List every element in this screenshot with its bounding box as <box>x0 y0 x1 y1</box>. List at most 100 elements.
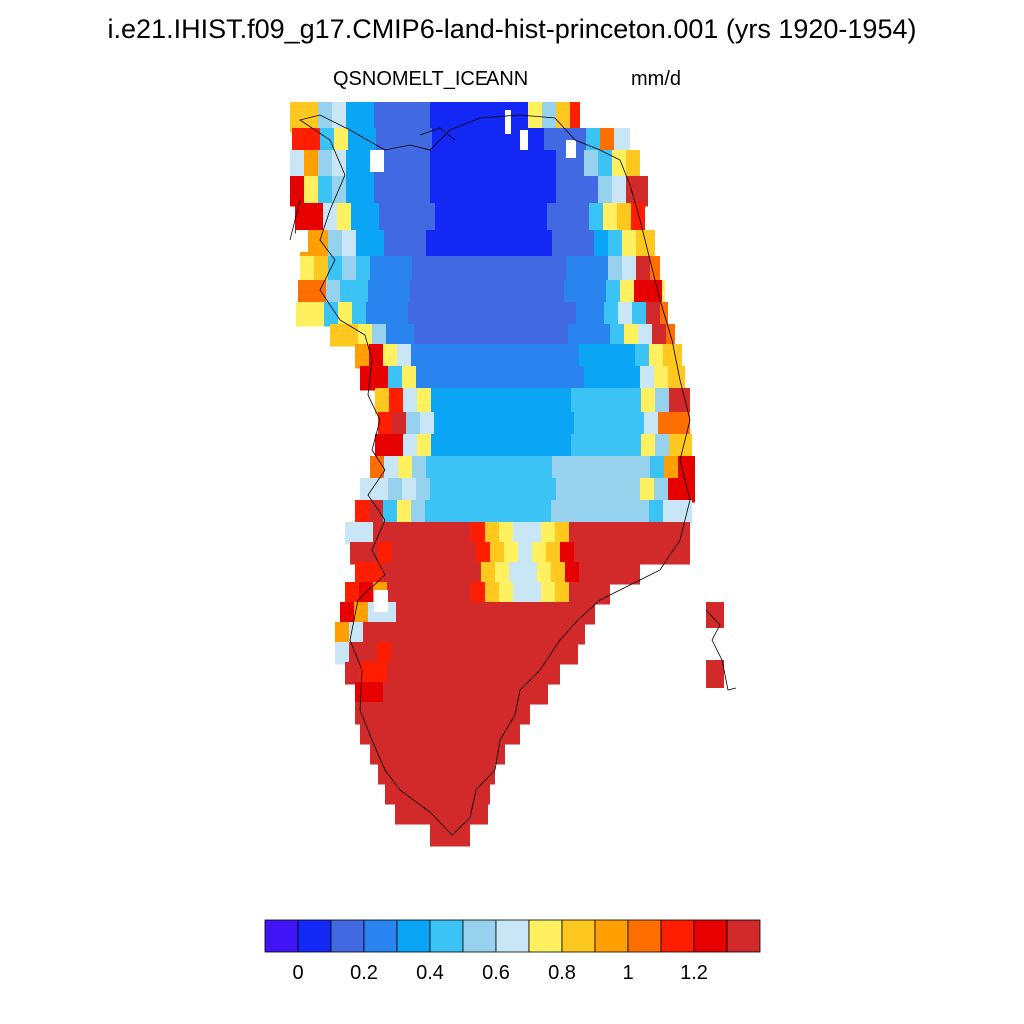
grid-cell <box>560 542 575 565</box>
grid-cell <box>545 642 560 665</box>
grid-cell <box>459 434 474 459</box>
grid-cell <box>555 662 560 685</box>
grid-cell <box>608 256 623 283</box>
grid-cell <box>486 150 501 181</box>
grid-cell <box>528 366 543 391</box>
grid-cell <box>488 128 503 155</box>
grid-cell <box>386 324 401 347</box>
colorbar-tick-label: 1 <box>622 962 634 984</box>
grid-cell <box>514 722 520 745</box>
grid-cell <box>514 478 529 503</box>
grid-cell <box>365 203 380 234</box>
grid-cell <box>523 682 538 705</box>
grid-cell <box>627 434 642 459</box>
grid-cell <box>346 176 361 207</box>
grid-cell <box>653 522 668 545</box>
grid-cell <box>612 150 627 181</box>
grid-cell <box>635 344 650 369</box>
grid-cell <box>448 412 463 437</box>
grid-cell <box>672 542 687 565</box>
grid-cell <box>590 302 605 327</box>
grid-cell <box>434 762 449 785</box>
grid-cell <box>600 128 615 155</box>
grid-cell <box>616 542 631 565</box>
grid-cell <box>296 302 311 327</box>
grid-cell <box>438 602 453 625</box>
grid-cell <box>481 682 496 705</box>
grid-cell <box>404 128 419 155</box>
grid-cell <box>442 324 457 347</box>
grid-cell <box>544 128 559 155</box>
grid-cell <box>579 344 594 369</box>
grid-cell <box>569 522 584 545</box>
variable-label: QSNOMELT_ICE <box>333 68 489 90</box>
grid-cell <box>457 582 472 605</box>
grid-cell <box>542 366 557 391</box>
grid-cell <box>406 762 421 785</box>
grid-cell <box>468 230 483 259</box>
grid-cell <box>342 230 357 259</box>
grid-cell <box>662 280 665 305</box>
grid-cell <box>523 562 538 585</box>
grid-cell <box>429 662 444 685</box>
grid-cell <box>510 256 525 283</box>
grid-cell <box>376 128 391 155</box>
grid-cell <box>298 280 313 305</box>
grid-cell <box>550 602 565 625</box>
grid-cell <box>635 562 640 585</box>
grid-cell <box>528 102 543 133</box>
grid-cell <box>536 280 551 305</box>
grid-cell <box>383 344 398 369</box>
grid-cell <box>598 176 613 207</box>
grid-cell <box>686 412 690 437</box>
grid-cell <box>425 562 440 585</box>
grid-cell <box>290 102 305 133</box>
grid-cell <box>584 478 599 503</box>
grid-cell <box>532 412 547 437</box>
grid-cell <box>405 642 420 665</box>
grid-cell <box>576 302 591 327</box>
grid-cell <box>419 642 434 665</box>
grid-cell <box>467 344 482 369</box>
grid-cell <box>508 280 523 305</box>
grid-cell <box>467 500 482 525</box>
grid-cell <box>658 542 673 565</box>
grid-cell <box>318 176 333 207</box>
grid-cell <box>669 434 684 459</box>
grid-cell <box>551 344 566 369</box>
grid-cell <box>664 456 679 481</box>
grid-cell <box>345 522 360 545</box>
grid-cell <box>512 324 527 347</box>
grid-cell <box>483 782 490 805</box>
grid-cell <box>582 324 597 347</box>
grid-cell <box>430 102 445 133</box>
grid-cell <box>640 366 655 391</box>
grid-cell <box>631 203 645 234</box>
grid-cell <box>355 682 370 705</box>
colorbar-tick-label: 0.6 <box>482 962 510 984</box>
grid-cell <box>554 324 569 347</box>
grid-cell <box>677 500 692 525</box>
grid-cell <box>552 456 567 481</box>
grid-cell <box>440 256 455 283</box>
grid-cell <box>391 642 406 665</box>
grid-cell <box>472 176 487 207</box>
grid-cell <box>622 456 637 481</box>
colorbar-swatch <box>297 919 332 953</box>
grid-cell <box>494 280 509 305</box>
grid-cell <box>393 203 408 234</box>
grid-cell <box>415 522 430 545</box>
grid-cell <box>458 102 473 133</box>
colorbar-tick-label: 0.2 <box>350 962 378 984</box>
grid-cell <box>419 622 434 645</box>
grid-cell <box>309 203 324 234</box>
grid-cell <box>349 642 364 665</box>
grid-cell <box>323 203 338 234</box>
grid-cell <box>644 542 659 565</box>
grid-cell <box>491 203 506 234</box>
grid-cell <box>489 642 504 665</box>
grid-cell <box>402 176 417 207</box>
grid-cell <box>468 742 483 765</box>
grid-cell <box>444 478 459 503</box>
